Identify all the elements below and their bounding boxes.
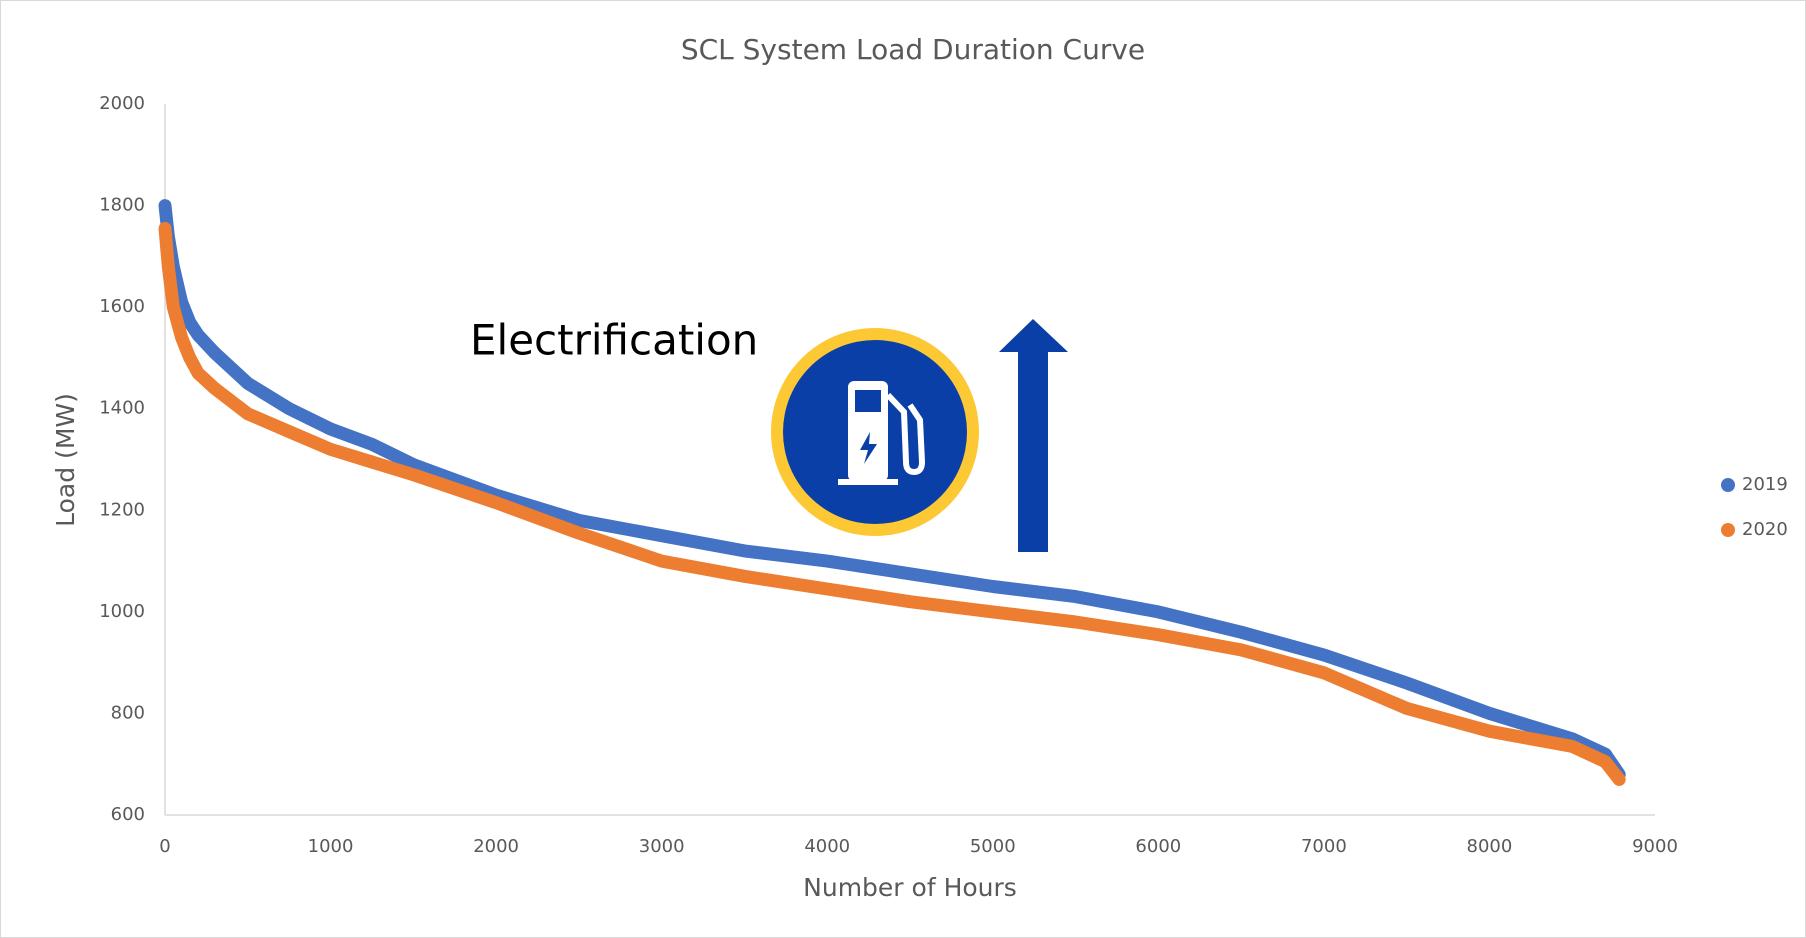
legend-label: 2019 [1742, 474, 1788, 495]
x-tick-label: 0 [159, 836, 170, 857]
y-tick-label: 600 [111, 804, 145, 825]
x-tick-label: 7000 [1301, 836, 1347, 857]
chart-title: SCL System Load Duration Curve [681, 33, 1145, 66]
y-tick-label: 1400 [99, 398, 145, 419]
legend-marker [1721, 523, 1735, 537]
series-dots [158, 221, 1626, 786]
x-tick-label: 8000 [1467, 836, 1513, 857]
series-dots [158, 199, 1626, 781]
x-axis-label: Number of Hours [803, 873, 1017, 902]
y-tick-label: 800 [111, 702, 145, 723]
y-tick-label: 1200 [99, 499, 145, 520]
ev-charger-icon [771, 328, 979, 536]
x-tick-label: 3000 [639, 836, 685, 857]
x-tick-label: 6000 [1135, 836, 1181, 857]
x-tick-label: 9000 [1632, 836, 1678, 857]
y-tick-label: 1800 [99, 195, 145, 216]
y-tick-label: 1000 [99, 601, 145, 622]
legend-label: 2020 [1742, 519, 1788, 540]
legend-marker [1721, 478, 1735, 492]
y-tick-label: 2000 [99, 93, 145, 114]
x-tick-label: 2000 [473, 836, 519, 857]
x-tick-label: 5000 [970, 836, 1016, 857]
x-tick-label: 4000 [804, 836, 850, 857]
up-arrow [999, 319, 1068, 552]
x-tick-label: 1000 [308, 836, 354, 857]
y-tick-label: 1600 [99, 296, 145, 317]
annotation: Electrification [470, 316, 758, 365]
y-axis-label: Load (MW) [51, 393, 80, 527]
